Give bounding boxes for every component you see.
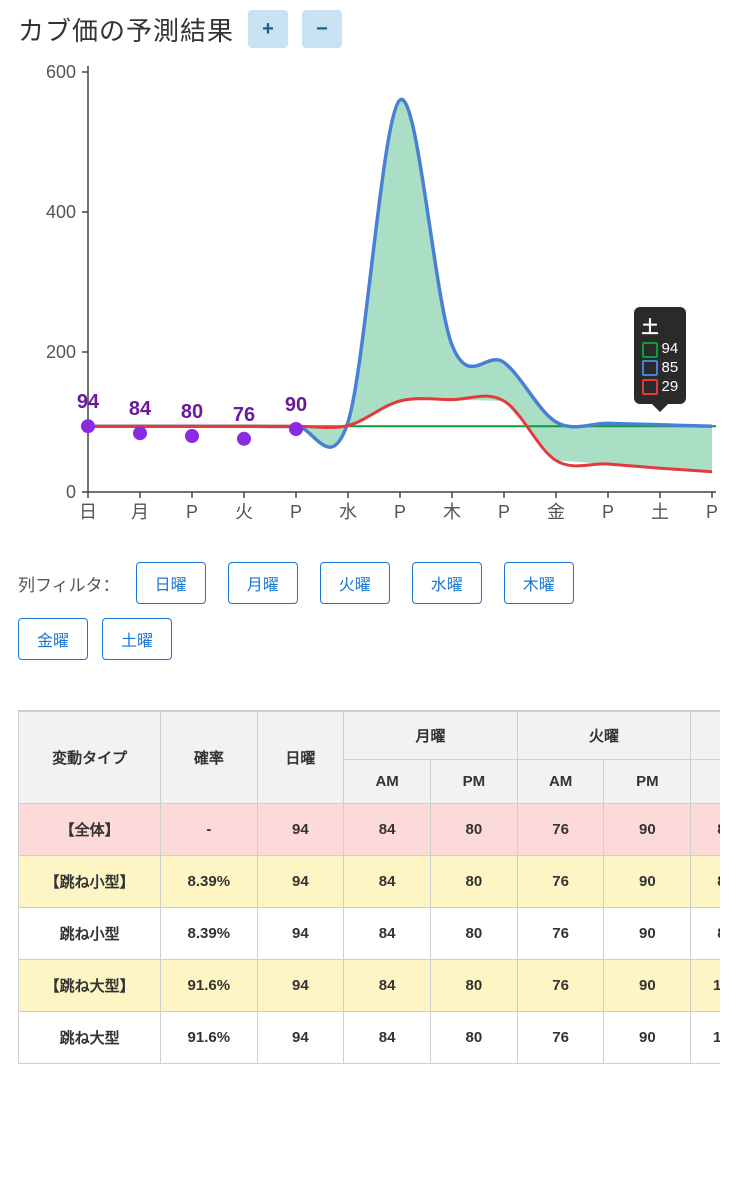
svg-text:94: 94	[77, 391, 100, 413]
svg-text:金: 金	[547, 502, 565, 522]
th-tue-am: AM	[517, 760, 604, 804]
svg-text:火: 火	[235, 502, 253, 522]
cell: 85~1	[691, 856, 720, 908]
filter-chip[interactable]: 月曜	[228, 562, 298, 604]
cell: 132~1	[691, 1012, 720, 1064]
cell: 80	[430, 908, 517, 960]
tooltip-row: 94	[642, 340, 679, 359]
svg-text:P: P	[706, 502, 718, 522]
th-tue: 火曜	[517, 712, 690, 760]
cell: 76	[517, 804, 604, 856]
filter-label: 列フィルタ：	[18, 571, 120, 596]
tooltip-row: 85	[642, 359, 679, 378]
table-row: 跳ね大型91.6%9484807690132~1	[19, 1012, 721, 1064]
svg-text:P: P	[602, 502, 614, 522]
svg-text:600: 600	[46, 62, 76, 82]
cell: 94	[257, 804, 344, 856]
cell: 91.6%	[161, 1012, 257, 1064]
cell: 94	[257, 908, 344, 960]
th-wed-am: AM	[691, 760, 720, 804]
svg-text:日: 日	[79, 502, 97, 522]
cell: 76	[517, 1012, 604, 1064]
cell: 84	[344, 960, 431, 1012]
tooltip-title: 土	[642, 313, 679, 338]
results-table: 変動タイプ 確率 日曜 月曜 火曜 AM PM AM PM AM 【全体】-94…	[18, 710, 720, 1064]
cell: 76	[517, 856, 604, 908]
cell: 【全体】	[19, 804, 161, 856]
zoom-out-button[interactable]: −	[302, 10, 342, 48]
svg-text:200: 200	[46, 342, 76, 362]
svg-text:84: 84	[129, 398, 152, 420]
cell: 80	[430, 1012, 517, 1064]
svg-text:76: 76	[233, 404, 255, 426]
cell: 76	[517, 960, 604, 1012]
cell: 【跳ね小型】	[19, 856, 161, 908]
svg-text:P: P	[498, 502, 510, 522]
table-row: 跳ね小型8.39%948480769085~1	[19, 908, 721, 960]
cell: 94	[257, 960, 344, 1012]
cell: 85~1	[691, 908, 720, 960]
cell: 80	[430, 804, 517, 856]
svg-text:80: 80	[181, 401, 203, 423]
svg-text:P: P	[394, 502, 406, 522]
filter-chip[interactable]: 水曜	[412, 562, 482, 604]
th-mon-pm: PM	[430, 760, 517, 804]
svg-text:水: 水	[339, 502, 357, 522]
th-prob: 確率	[161, 712, 257, 804]
filter-chip[interactable]: 木曜	[504, 562, 574, 604]
svg-text:木: 木	[443, 502, 461, 522]
svg-text:月: 月	[131, 502, 149, 522]
cell: 132~1	[691, 960, 720, 1012]
cell: 94	[257, 856, 344, 908]
filter-chip[interactable]: 金曜	[18, 618, 88, 660]
svg-text:土: 土	[651, 502, 669, 522]
filter-chip[interactable]: 土曜	[102, 618, 172, 660]
th-tue-pm: PM	[604, 760, 691, 804]
cell: 90	[604, 804, 691, 856]
table-row: 【全体】-948480769085~1	[19, 804, 721, 856]
cell: 8.39%	[161, 908, 257, 960]
cell: 90	[604, 960, 691, 1012]
cell: 84	[344, 908, 431, 960]
filter-chip[interactable]: 日曜	[136, 562, 206, 604]
cell: 90	[604, 1012, 691, 1064]
table-row: 【跳ね大型】91.6%9484807690132~1	[19, 960, 721, 1012]
cell: 84	[344, 1012, 431, 1064]
th-wed-partial	[691, 712, 720, 760]
svg-text:P: P	[290, 502, 302, 522]
cell: 84	[344, 856, 431, 908]
cell: 90	[604, 856, 691, 908]
svg-text:P: P	[186, 502, 198, 522]
table-row: 【跳ね小型】8.39%948480769085~1	[19, 856, 721, 908]
cell: 80	[430, 856, 517, 908]
th-sun: 日曜	[257, 712, 344, 804]
cell: -	[161, 804, 257, 856]
svg-text:400: 400	[46, 202, 76, 222]
cell: 85~1	[691, 804, 720, 856]
cell: 84	[344, 804, 431, 856]
cell: 91.6%	[161, 960, 257, 1012]
cell: 跳ね小型	[19, 908, 161, 960]
zoom-in-button[interactable]: +	[248, 10, 288, 48]
cell: 90	[604, 908, 691, 960]
cell: 76	[517, 908, 604, 960]
tooltip-row: 29	[642, 378, 679, 397]
th-mon-am: AM	[344, 760, 431, 804]
th-type: 変動タイプ	[19, 712, 161, 804]
cell: 【跳ね大型】	[19, 960, 161, 1012]
page-title: カブ価の予測結果	[18, 11, 234, 48]
svg-text:90: 90	[285, 394, 307, 416]
filter-chip[interactable]: 火曜	[320, 562, 390, 604]
svg-text:0: 0	[66, 482, 76, 502]
cell: 94	[257, 1012, 344, 1064]
chart-tooltip: 土 948529	[634, 307, 687, 404]
price-chart[interactable]: 0200400600日月P火P水P木P金P土P9484807690 土 9485…	[18, 52, 720, 552]
th-mon: 月曜	[344, 712, 517, 760]
cell: 跳ね大型	[19, 1012, 161, 1064]
cell: 8.39%	[161, 856, 257, 908]
cell: 80	[430, 960, 517, 1012]
